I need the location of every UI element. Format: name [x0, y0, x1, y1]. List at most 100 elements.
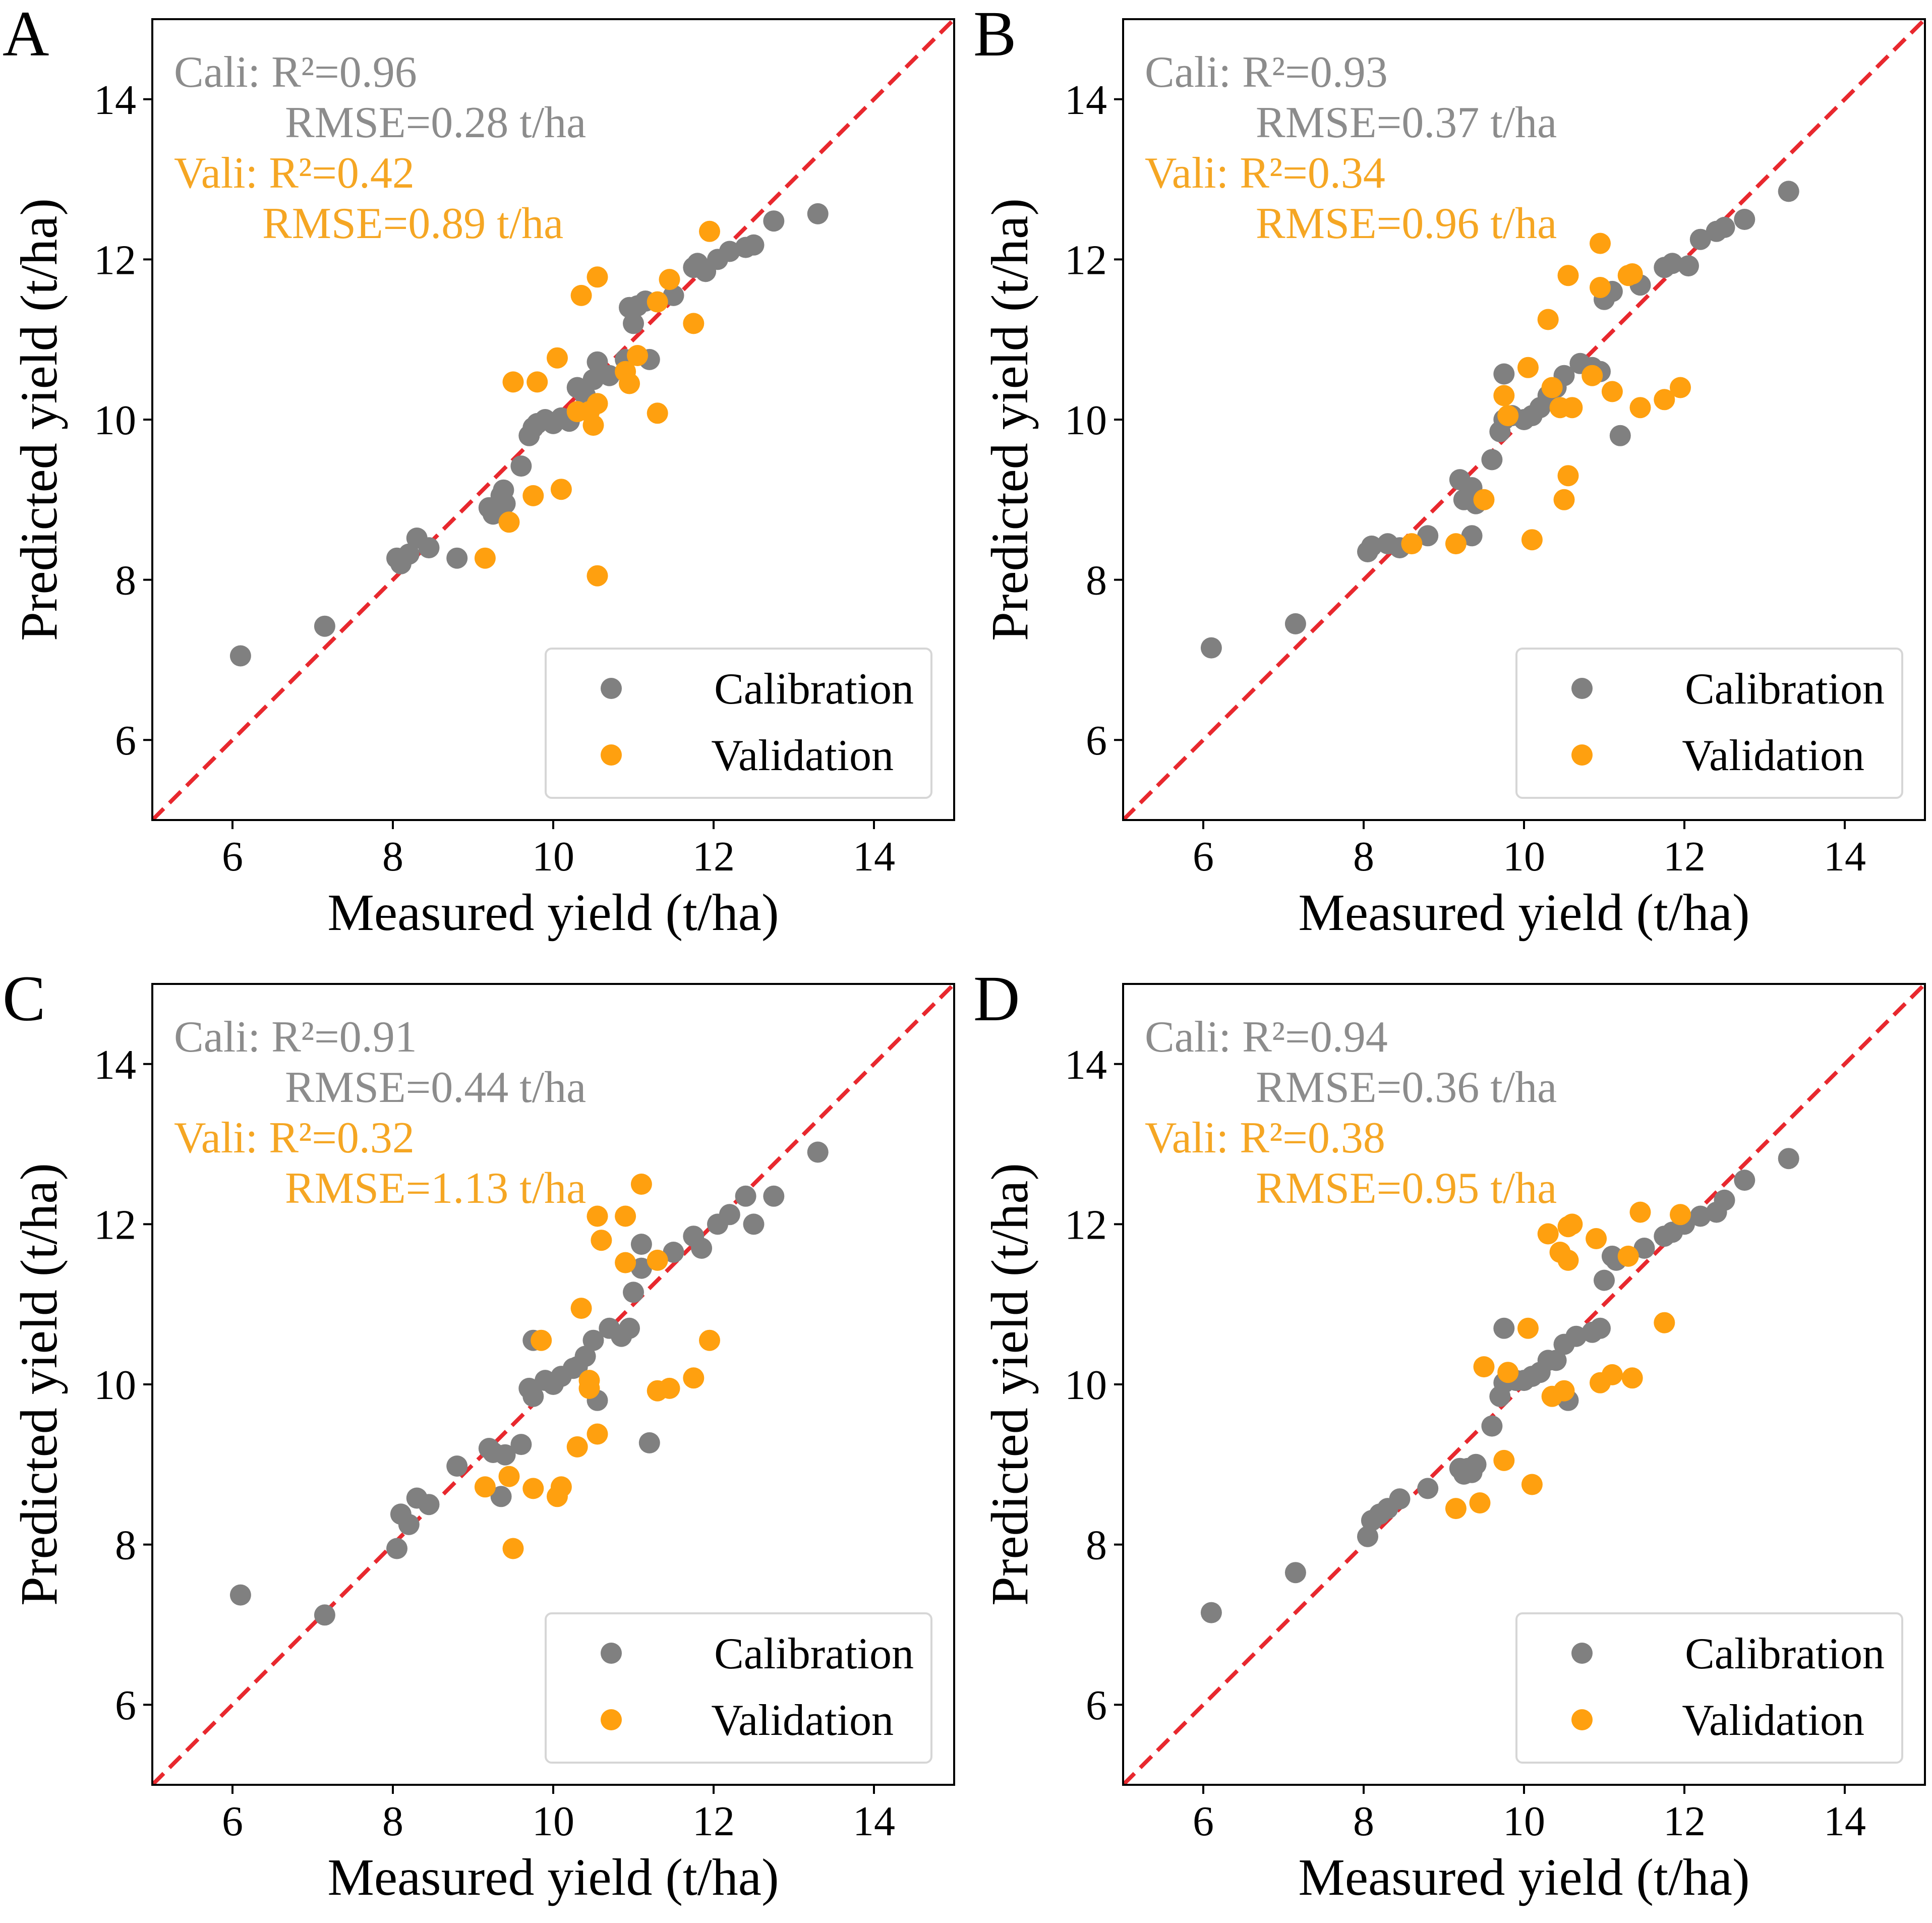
validation-point: [683, 313, 705, 334]
panel-label: A: [3, 0, 49, 70]
validation-point: [1557, 265, 1579, 286]
calibration-point: [1609, 425, 1631, 446]
y-tick-label: 10: [94, 1362, 136, 1409]
validation-point: [531, 1329, 552, 1351]
vali-r2-label: Vali: R²=0.34: [1145, 149, 1385, 198]
x-tick-label: 12: [1663, 1798, 1706, 1845]
y-tick-label: 12: [1065, 1201, 1107, 1248]
y-tick-label: 14: [1065, 77, 1107, 124]
validation-point: [1521, 1474, 1543, 1495]
validation-point: [1557, 465, 1579, 487]
x-tick-label: 6: [1193, 1798, 1214, 1845]
x-tick-label: 6: [1193, 833, 1214, 880]
legend-validation-marker: [1571, 1709, 1593, 1730]
legend-calibration-marker: [601, 1643, 622, 1664]
y-tick-label: 8: [115, 557, 136, 604]
y-tick-label: 10: [94, 397, 136, 444]
x-tick-label: 12: [692, 1798, 735, 1845]
x-tick-label: 10: [1503, 1798, 1545, 1845]
y-tick-label: 6: [1086, 1682, 1107, 1729]
calibration-point: [807, 203, 829, 224]
calibration-point: [1465, 1453, 1487, 1475]
validation-point: [1586, 1228, 1607, 1249]
validation-point: [659, 269, 680, 290]
calibration-point: [574, 1346, 596, 1367]
calibration-series: [229, 203, 829, 667]
calibration-point: [763, 210, 785, 232]
validation-point: [1469, 1492, 1491, 1513]
x-axis-label: Measured yield (t/ha): [1298, 1848, 1749, 1906]
calibration-point: [630, 1234, 652, 1255]
validation-point: [474, 1476, 496, 1498]
legend-calibration-marker: [1571, 678, 1593, 699]
validation-point: [1561, 1213, 1583, 1235]
y-tick-label: 8: [1086, 1522, 1107, 1569]
calibration-point: [510, 455, 532, 477]
y-axis-label: Predicted yield (t/ha): [981, 1163, 1039, 1606]
validation-series: [1401, 232, 1691, 555]
validation-point: [1654, 1312, 1675, 1333]
calibration-point: [743, 234, 765, 256]
validation-point: [498, 1466, 520, 1487]
validation-point: [1541, 377, 1563, 398]
calibration-point: [1689, 1205, 1711, 1227]
y-tick-label: 14: [94, 1041, 136, 1088]
panel-c: C 6 8 10 12 14 6 8 10 12 14 Measured yield (t/ha) P…: [3, 963, 955, 1906]
calibration-point: [1493, 363, 1515, 385]
validation-point: [647, 291, 668, 313]
calibration-point: [619, 1317, 640, 1339]
y-tick-label: 12: [1065, 237, 1107, 283]
calibration-point: [1689, 228, 1711, 250]
validation-point: [526, 371, 548, 393]
x-axis-label: Measured yield (t/ha): [327, 1848, 779, 1906]
calibration-point: [490, 1486, 512, 1507]
validation-point: [630, 1174, 652, 1195]
calibration-point: [638, 1432, 660, 1453]
calibration-point: [663, 284, 684, 306]
validation-point: [1670, 377, 1691, 398]
validation-point: [699, 220, 720, 242]
plot-area: 6 8 10 12 14 6 8 10 12 14 Measured yield (t/ha) Pre…: [981, 983, 1926, 1906]
cali-r2-label: Cali: R²=0.91: [174, 1013, 417, 1062]
x-tick-label: 8: [382, 833, 403, 880]
legend-calibration-marker: [601, 678, 622, 699]
validation-point: [1445, 1498, 1467, 1520]
validation-point: [1617, 1245, 1639, 1267]
legend-validation-marker: [601, 744, 622, 766]
calibration-point: [1200, 637, 1222, 659]
vali-r2-label: Vali: R²=0.32: [174, 1114, 415, 1162]
calibration-series: [229, 1141, 829, 1626]
validation-point: [1537, 309, 1559, 330]
legend-box: [1515, 1612, 1903, 1764]
validation-point: [522, 485, 544, 506]
vali-r2-label: Vali: R²=0.42: [174, 149, 415, 198]
calibration-point: [494, 493, 516, 514]
legend-calibration-label: Calibration: [1685, 1629, 1885, 1678]
legend-calibration-label: Calibration: [1685, 665, 1885, 714]
x-tick-label: 14: [1824, 833, 1866, 880]
validation-point: [502, 371, 524, 393]
validation-series: [474, 1174, 720, 1559]
legend: Calibration Validation: [545, 648, 932, 799]
validation-point: [1401, 533, 1423, 555]
calibration-point: [522, 1385, 544, 1407]
x-tick-label: 8: [1353, 833, 1374, 880]
cali-rmse-label: RMSE=0.44 t/ha: [285, 1063, 586, 1112]
x-tick-label: 14: [1824, 1798, 1866, 1845]
validation-point: [1473, 489, 1495, 510]
validation-point: [1629, 397, 1651, 419]
cali-rmse-label: RMSE=0.37 t/ha: [1256, 98, 1557, 147]
x-tick-label: 8: [382, 1798, 403, 1845]
calibration-point: [807, 1141, 829, 1163]
validation-series: [474, 220, 720, 587]
validation-point: [502, 1538, 524, 1559]
y-tick-label: 12: [94, 237, 136, 283]
x-axis-label: Measured yield (t/ha): [327, 884, 779, 942]
y-tick-label: 14: [1065, 1041, 1107, 1088]
calibration-point: [691, 1238, 713, 1259]
x-tick-label: 6: [222, 1798, 243, 1845]
calibration-point: [1678, 255, 1699, 277]
legend: Calibration Validation: [545, 1612, 932, 1764]
calibration-point: [1594, 1269, 1615, 1291]
panel-d: D 6 8 10 12 14 6 8 10 12 14 Measured yield (t/ha) P…: [973, 963, 1926, 1906]
